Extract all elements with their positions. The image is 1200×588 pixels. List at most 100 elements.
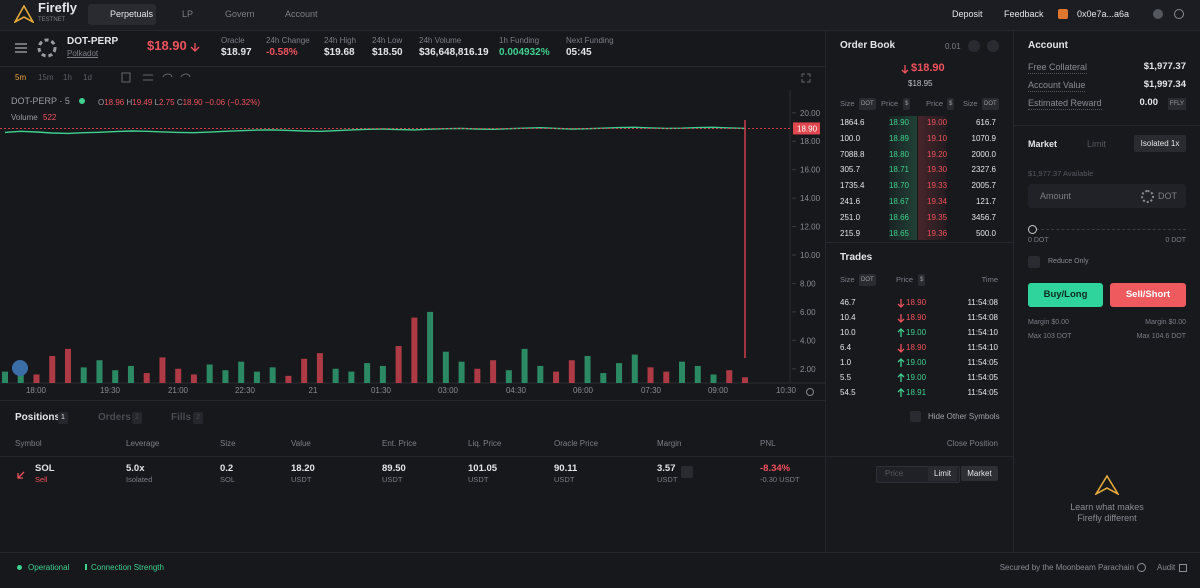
volume-bar bbox=[238, 361, 245, 383]
account-unit: FFLY bbox=[1167, 98, 1186, 110]
x-tick-label: 21 bbox=[309, 386, 318, 395]
active-tab bbox=[88, 4, 156, 25]
stat-label: Oracle bbox=[221, 36, 245, 45]
zoom-btn[interactable] bbox=[987, 40, 999, 52]
interval[interactable]: 1d bbox=[83, 73, 92, 82]
legend-label: H bbox=[127, 98, 133, 107]
margin-edit[interactable] bbox=[681, 466, 693, 478]
arrow-icon bbox=[897, 373, 905, 382]
trade-size: 10.4 bbox=[840, 313, 856, 322]
icon[interactable] bbox=[1153, 9, 1163, 19]
stat-value: -0.58% bbox=[266, 47, 298, 58]
live-dot bbox=[79, 98, 85, 104]
volume-bar bbox=[616, 363, 623, 383]
external-icon bbox=[1179, 564, 1187, 572]
volume-bar bbox=[33, 374, 40, 383]
nav-tab[interactable]: LP bbox=[182, 9, 194, 19]
last-price: $18.90 bbox=[147, 38, 187, 53]
positions-tab[interactable]: Fills bbox=[171, 412, 192, 423]
promo: Learn what makes bbox=[1070, 502, 1144, 512]
trade-header: Time bbox=[981, 275, 998, 284]
interval[interactable]: 1h bbox=[63, 73, 72, 82]
volume-bar bbox=[631, 354, 638, 383]
legend-value: 19.49 bbox=[132, 98, 153, 107]
volume-bar bbox=[442, 351, 449, 383]
x-tick-label: 07:30 bbox=[641, 386, 662, 395]
buy-button[interactable]: Buy/Long bbox=[1028, 283, 1103, 307]
margin-mode[interactable]: Isolated 1x bbox=[1134, 135, 1186, 152]
bid-size: 305.7 bbox=[840, 165, 861, 175]
arrow-icon bbox=[17, 471, 25, 479]
feedback[interactable]: Feedback bbox=[1004, 9, 1044, 19]
margin-buy: Margin $0.00 bbox=[1028, 319, 1069, 326]
order-type[interactable]: Limit bbox=[1087, 139, 1107, 149]
nav-tab[interactable]: Govern bbox=[225, 9, 255, 19]
volume-bar bbox=[222, 370, 229, 383]
trade-price: 18.90 bbox=[906, 343, 927, 352]
chart-settings[interactable] bbox=[804, 386, 816, 398]
cell-value: 0.2 bbox=[220, 463, 234, 474]
trade-time: 11:54:08 bbox=[967, 298, 998, 307]
trade-time: 11:54:08 bbox=[967, 313, 998, 322]
column-header: Liq. Price bbox=[468, 439, 502, 448]
volume-bar bbox=[143, 373, 150, 383]
fullscreen[interactable] bbox=[801, 73, 811, 83]
ob-unit: $ bbox=[947, 98, 955, 110]
x-tick-label: 22:30 bbox=[235, 386, 256, 395]
stat-label: Next Funding bbox=[566, 36, 614, 45]
volume-bar bbox=[568, 360, 575, 383]
bid-price: 18.89 bbox=[888, 133, 909, 143]
amount-input[interactable] bbox=[1028, 184, 1186, 208]
stat-label: 24h Low bbox=[372, 36, 403, 45]
ask-size: 121.7 bbox=[975, 197, 996, 206]
max-sell: Max 104.6 DOT bbox=[1136, 333, 1186, 340]
volume-bar bbox=[269, 367, 276, 383]
menu[interactable] bbox=[14, 42, 28, 54]
interval[interactable]: 5m bbox=[15, 73, 27, 82]
x-tick-label: 18:00 bbox=[26, 386, 47, 395]
x-tick-label: 10:30 bbox=[776, 386, 797, 395]
volume-bar bbox=[332, 368, 339, 383]
deposit[interactable]: Deposit bbox=[952, 9, 983, 19]
bid-size: 241.6 bbox=[840, 197, 861, 206]
ask-price: 19.30 bbox=[927, 165, 948, 175]
ask-price: 19.00 bbox=[927, 118, 948, 127]
cell-value: 89.50 bbox=[382, 463, 406, 474]
positions-tab[interactable]: Positions bbox=[15, 412, 61, 423]
close-btn[interactable]: Market bbox=[961, 466, 998, 481]
ob-header: Price bbox=[926, 99, 944, 108]
volume-bar bbox=[521, 348, 528, 383]
volume-bar bbox=[584, 355, 591, 383]
nav-tab[interactable]: Account bbox=[285, 9, 318, 19]
legend-label: C bbox=[177, 98, 183, 107]
checkbox[interactable] bbox=[910, 411, 921, 422]
wallet-icon bbox=[1058, 9, 1068, 19]
slider-thumb[interactable] bbox=[1028, 225, 1037, 234]
interval[interactable]: 15m bbox=[38, 73, 54, 82]
volume-bar bbox=[490, 360, 497, 383]
stat-label: 24h Change bbox=[266, 36, 310, 45]
wallet[interactable]: 0x0e7a...a6a bbox=[1077, 9, 1130, 19]
settings[interactable] bbox=[1174, 9, 1184, 19]
nav-tab[interactable]: Perpetuals bbox=[110, 9, 154, 19]
bid-price: 18.70 bbox=[888, 181, 909, 191]
y-tick-label: 2.00 bbox=[800, 365, 816, 374]
brand: Firefly bbox=[38, 0, 78, 15]
cell-value: 5.0x bbox=[126, 463, 145, 474]
cell-sub: SOL bbox=[220, 475, 236, 484]
order-type[interactable]: Market bbox=[1028, 139, 1058, 149]
positions-tab[interactable]: Orders bbox=[98, 412, 131, 423]
logo bbox=[14, 5, 34, 23]
checkbox[interactable] bbox=[1028, 256, 1040, 268]
volume-bar bbox=[206, 364, 213, 383]
audit[interactable]: Audit bbox=[1157, 563, 1176, 572]
close-input[interactable]: Price bbox=[885, 469, 904, 478]
stat-label: 24h Volume bbox=[419, 36, 462, 45]
volume-bar bbox=[379, 365, 386, 383]
sell-button[interactable]: Sell/Short bbox=[1110, 283, 1186, 307]
margin-sell: Margin $0.00 bbox=[1145, 319, 1186, 326]
x-tick-label: 09:00 bbox=[708, 386, 729, 395]
volume-bar bbox=[175, 368, 182, 383]
close-btn[interactable]: Limit bbox=[928, 466, 957, 481]
zoom-btn[interactable] bbox=[968, 40, 980, 52]
